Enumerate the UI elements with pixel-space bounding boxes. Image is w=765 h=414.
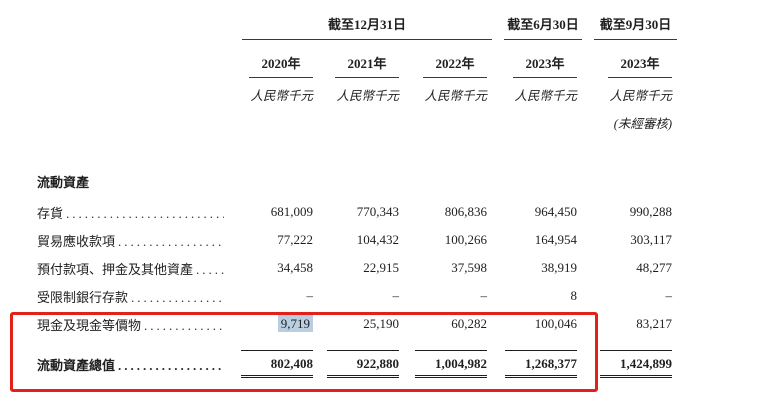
cell-value: 303,117 bbox=[630, 232, 673, 247]
cell-value: 104,432 bbox=[356, 232, 399, 247]
total-value: 802,408 bbox=[241, 350, 313, 378]
cell-value: 25,190 bbox=[363, 316, 399, 331]
period-header-jun30: 截至6月30日 bbox=[504, 14, 583, 40]
cell-value: 681,009 bbox=[270, 204, 313, 219]
row-restricted-bank-deposits: 受限制銀行存款 – – – 8 – bbox=[15, 282, 677, 310]
row-label: 預付款項、押金及其他資產 bbox=[37, 261, 194, 277]
cell-value: 22,915 bbox=[363, 260, 399, 275]
cell-value: 990,288 bbox=[629, 204, 673, 219]
total-value: 922,880 bbox=[327, 350, 399, 378]
cell-value: 37,598 bbox=[451, 260, 488, 275]
year-2023-sep: 2023年 bbox=[608, 53, 673, 78]
row-label: 現金及現金等價物 bbox=[37, 317, 142, 333]
section-header-row: 流動資產 bbox=[15, 164, 677, 198]
year-2020: 2020年 bbox=[249, 53, 313, 78]
cell-value: 806,836 bbox=[444, 204, 488, 219]
cell-value: – bbox=[392, 288, 400, 303]
cell-value: 100,046 bbox=[534, 316, 578, 331]
currency-label: 人民幣千元 bbox=[609, 89, 673, 103]
row-label: 貿易應收款項 bbox=[37, 233, 116, 249]
cell-value: 100,266 bbox=[444, 232, 488, 247]
dot-leader bbox=[63, 206, 224, 222]
year-2022: 2022年 bbox=[423, 53, 488, 78]
row-label: 存貨 bbox=[37, 205, 64, 221]
row-total-current-assets: 流動資產總值 802,408 922,880 1,004,982 1,268,3… bbox=[15, 338, 677, 390]
row-inventory: 存貨 681,009 770,343 806,836 964,450 990,2… bbox=[15, 198, 677, 226]
currency-label: 人民幣千元 bbox=[336, 89, 399, 103]
section-title: 流動資產 bbox=[37, 174, 90, 190]
cell-value: – bbox=[665, 288, 673, 303]
cell-value: 164,954 bbox=[534, 232, 578, 247]
cell-value: 38,919 bbox=[541, 260, 578, 275]
period-header-dec31: 截至12月31日 bbox=[242, 14, 493, 40]
dot-leader bbox=[128, 290, 224, 306]
current-assets-table: 截至12月31日 截至6月30日 截至9月30日 2020年 2021年 202… bbox=[15, 10, 678, 390]
cell-value: – bbox=[306, 288, 314, 303]
unaudited-label: (未經審核) bbox=[613, 117, 673, 131]
header-unaudited-row: (未經審核) bbox=[15, 108, 677, 134]
period-header-sep30: 截至9月30日 bbox=[594, 14, 678, 40]
total-value: 1,004,982 bbox=[415, 350, 488, 378]
currency-label: 人民幣千元 bbox=[250, 89, 313, 103]
header-year-row: 2020年 2021年 2022年 2023年 2023年 bbox=[15, 40, 677, 78]
dot-leader bbox=[141, 318, 224, 334]
cell-highlight: 9,719 bbox=[277, 315, 313, 332]
currency-label: 人民幣千元 bbox=[424, 89, 488, 103]
header-currency-row: 人民幣千元 人民幣千元 人民幣千元 人民幣千元 人民幣千元 bbox=[15, 78, 677, 108]
cell-value: 60,282 bbox=[451, 316, 488, 331]
year-2021: 2021年 bbox=[335, 53, 399, 78]
cell-value: 34,458 bbox=[277, 260, 313, 275]
dot-leader bbox=[115, 234, 224, 250]
total-label: 流動資產總值 bbox=[37, 357, 116, 373]
row-cash-equivalents: 現金及現金等價物 9,719 25,190 60,282 100,046 83,… bbox=[15, 310, 677, 338]
row-label: 受限制銀行存款 bbox=[37, 289, 129, 305]
dot-leader bbox=[193, 262, 224, 278]
header-period-row: 截至12月31日 截至6月30日 截至9月30日 bbox=[15, 10, 678, 40]
year-2023-jun: 2023年 bbox=[513, 53, 578, 78]
cell-value: 8 bbox=[570, 288, 578, 303]
currency-label: 人民幣千元 bbox=[514, 89, 578, 103]
row-trade-receivables: 貿易應收款項 77,222 104,432 100,266 164,954 30… bbox=[15, 226, 677, 254]
cell-value: 964,450 bbox=[534, 204, 578, 219]
total-value: 1,424,899 bbox=[600, 350, 673, 378]
spacer-row bbox=[15, 134, 677, 164]
cell-value: – bbox=[480, 288, 488, 303]
cell-value: 770,343 bbox=[356, 204, 399, 219]
row-prepayments: 預付款項、押金及其他資產 34,458 22,915 37,598 38,919… bbox=[15, 254, 677, 282]
dot-leader bbox=[115, 358, 224, 374]
total-value: 1,268,377 bbox=[505, 350, 578, 378]
cell-value: 83,217 bbox=[636, 316, 673, 331]
cell-value: 48,277 bbox=[636, 260, 673, 275]
cell-value: 77,222 bbox=[277, 232, 313, 247]
